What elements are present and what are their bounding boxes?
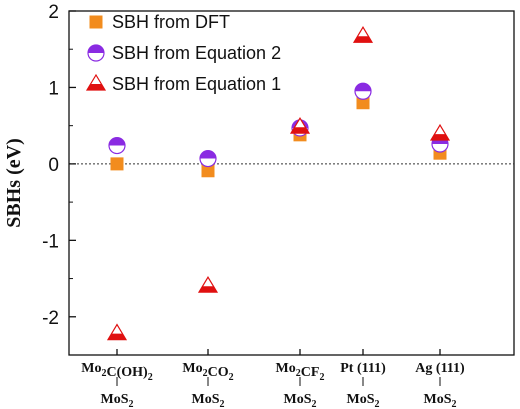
category-label-top: Mo2CO2 <box>182 361 233 383</box>
y-tick-label: -1 <box>42 231 59 252</box>
category-label-bottom: MoS2 <box>424 392 457 409</box>
category-label-bottom: MoS2 <box>347 392 380 409</box>
point-series-3 <box>352 26 374 43</box>
y-axis-label: SBHs (eV) <box>3 138 25 227</box>
legend-label-3: SBH from Equation 1 <box>112 74 281 94</box>
point-series-3 <box>197 276 219 293</box>
y-tick-label: 1 <box>48 78 59 99</box>
point-series-2 <box>108 136 126 155</box>
legend-marker-1 <box>89 15 103 29</box>
category-label-bottom: MoS2 <box>101 392 134 409</box>
legend: SBH from DFT SBH from Equation 2 SBH from … <box>85 12 281 94</box>
category-label-top: Mo2C(OH)2 <box>81 361 152 383</box>
y-tick-label: 0 <box>48 155 59 176</box>
data-points <box>106 26 451 341</box>
y-tick-label: 2 <box>48 2 59 23</box>
legend-label-2: SBH from Equation 2 <box>112 43 281 63</box>
y-tick-label: -2 <box>42 308 59 329</box>
plot-frame <box>68 10 515 356</box>
category-label-bottom: MoS2 <box>284 392 317 409</box>
point-series-3 <box>429 123 451 141</box>
category-label-top: Pt (111) <box>340 361 386 376</box>
legend-marker-3 <box>85 73 107 91</box>
point-series-2 <box>199 149 217 168</box>
category-label-top: Ag (111) <box>415 361 465 376</box>
point-series-1 <box>110 157 124 171</box>
legend-marker-2 <box>87 44 105 62</box>
point-series-3 <box>289 117 311 134</box>
point-series-1 <box>356 96 370 110</box>
point-series-3 <box>106 323 128 341</box>
y-axis-ticks: -2 -1 0 1 2 <box>42 2 76 356</box>
point-series-2 <box>354 82 372 100</box>
category-label-top: Mo2CF2 <box>276 361 325 383</box>
point-series-1 <box>201 164 215 178</box>
category-label-bottom: MoS2 <box>192 392 225 409</box>
legend-label-1: SBH from DFT <box>112 12 230 32</box>
x-axis-categories: Mo2C(OH)2 MoS2 Mo2CO2 MoS2 Mo2CF2 MoS2 Pt (111… <box>81 349 465 409</box>
